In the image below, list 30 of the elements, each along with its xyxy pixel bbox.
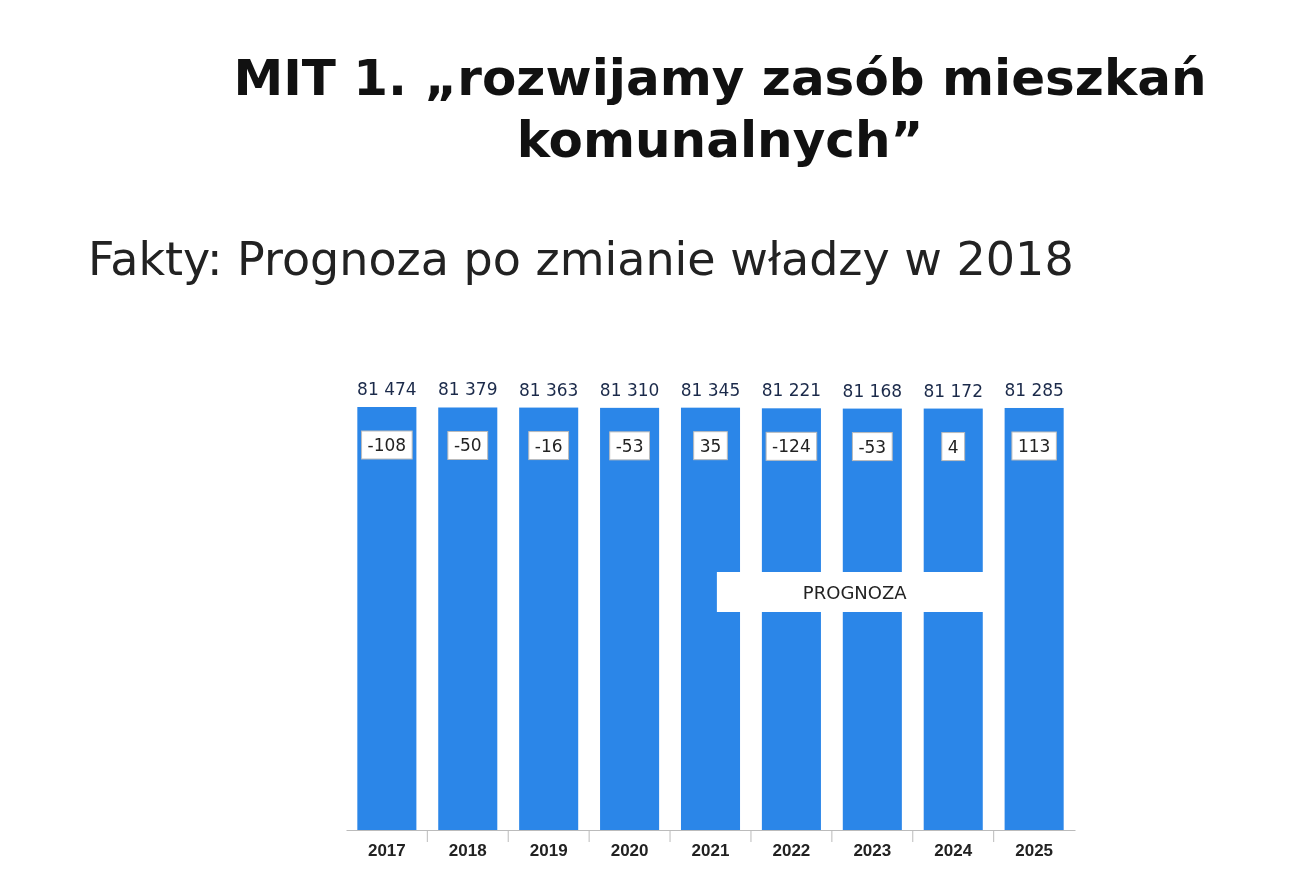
chart-title: MIT 1. „rozwijamy zasób mieszkań komunalnych” <box>233 49 1207 169</box>
data-label: 81 172 <box>923 380 983 401</box>
annotation: -53 <box>858 436 887 457</box>
data-label: 81 345 <box>680 379 741 400</box>
data-label: 81 221 <box>761 380 822 401</box>
annotation: -50 <box>453 435 482 456</box>
data-label: 81 363 <box>518 379 579 400</box>
x-tick-label: 2019 <box>529 841 568 861</box>
x-tick-label: 2018 <box>448 841 487 861</box>
annotation: -53 <box>615 435 644 456</box>
x-tick-label: 2021 <box>691 841 730 861</box>
annotation: -124 <box>772 436 811 457</box>
x-tick-label: 2023 <box>853 841 892 861</box>
data-label: 81 168 <box>842 380 903 401</box>
annotation: -108 <box>367 435 407 455</box>
data-label: 81 474 <box>357 379 417 399</box>
chart-subtitle: Fakty: Prognoza po zmianie władzy w 2018 <box>88 232 1074 286</box>
annotation: PROGNOZA <box>802 582 908 603</box>
x-tick-label: 2025 <box>1015 841 1054 861</box>
x-tick-label: 2022 <box>772 841 811 861</box>
data-label: 81 379 <box>438 379 498 400</box>
annotation: -16 <box>534 435 563 456</box>
x-tick-label: 2020 <box>610 841 649 861</box>
data-label: 81 285 <box>1004 379 1064 400</box>
annotation: 113 <box>1017 435 1051 456</box>
data-label: 81 310 <box>599 379 660 400</box>
x-tick-label: 2017 <box>367 841 406 861</box>
annotation: 35 <box>699 435 722 456</box>
x-tick-label: 2024 <box>934 841 973 861</box>
annotation: 4 <box>947 436 959 457</box>
